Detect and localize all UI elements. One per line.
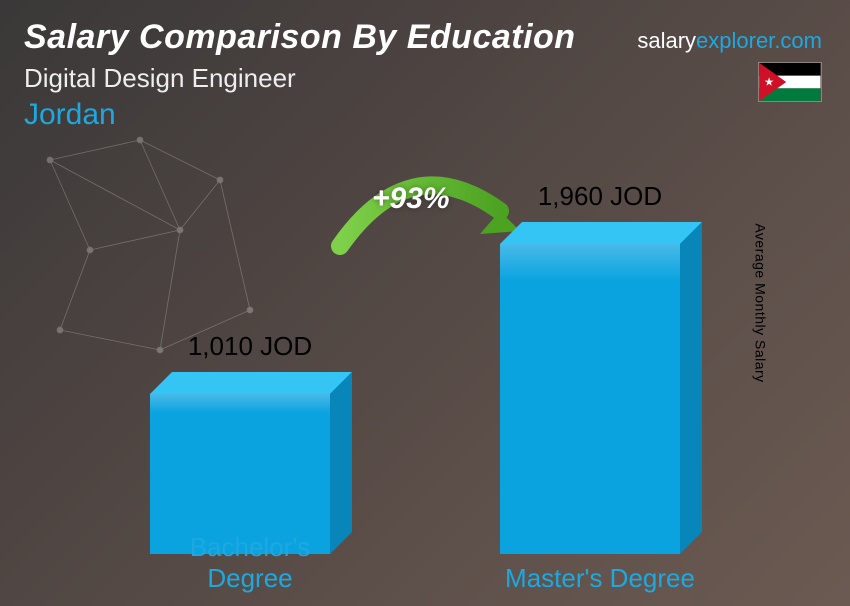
brand-prefix: salary: [637, 28, 696, 53]
country-name: Jordan: [24, 98, 826, 132]
branding: salaryexplorer.com: [637, 28, 822, 54]
bar-bachelor: 1,010 JOD: [150, 394, 350, 554]
bar-value: 1,960 JOD: [500, 181, 700, 212]
brand-domain: .com: [774, 28, 822, 53]
bar-label-master: Master's Degree: [500, 563, 700, 594]
bar-value: 1,010 JOD: [150, 331, 350, 362]
bar-label-bachelor: Bachelor's Degree: [150, 532, 350, 594]
brand-suffix: explorer: [696, 28, 774, 53]
chart-area: +93% 1,010 JOD Bachelor's Degree 1,960 J…: [0, 166, 810, 606]
bar-master: 1,960 JOD: [500, 244, 700, 554]
job-title: Digital Design Engineer: [24, 63, 826, 94]
flag-jordan: [758, 62, 822, 102]
percent-increase-badge: +93%: [372, 182, 450, 216]
